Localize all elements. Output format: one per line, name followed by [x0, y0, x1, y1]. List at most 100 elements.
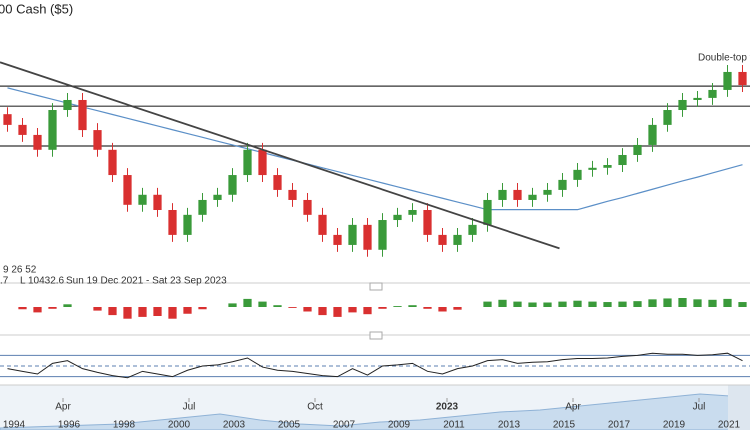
macd-bar	[168, 307, 177, 319]
macd-bar	[198, 307, 207, 310]
candle-body	[123, 175, 132, 205]
candle-body	[243, 149, 252, 176]
x-tick-label: Oct	[307, 402, 323, 413]
macd-bar	[738, 302, 747, 307]
candle-body	[513, 189, 522, 200]
macd-bar	[513, 301, 522, 307]
candle-body	[378, 220, 387, 250]
macd-bar	[528, 302, 537, 307]
candle-body	[468, 224, 477, 235]
candle-body	[228, 175, 237, 195]
candle-body	[423, 209, 432, 235]
x-tick-label: Jul	[183, 402, 196, 413]
x-tick-label: Apr	[55, 402, 71, 413]
macd-bar	[483, 301, 492, 307]
candle-body	[348, 224, 357, 245]
macd-bar	[678, 298, 687, 307]
info: Sun 19 Dec 2021 - Sat 23 Sep 2023	[66, 276, 227, 287]
panel-handle[interactable]	[369, 282, 383, 291]
macd-bar	[363, 307, 372, 315]
candle-body	[708, 89, 717, 98]
macd-bar	[393, 306, 402, 307]
info: L 10432.6	[20, 276, 65, 287]
candle-body	[588, 167, 597, 170]
navigator-label: 2003	[223, 420, 246, 430]
macd-bar	[408, 305, 417, 307]
candle-body	[543, 189, 552, 195]
macd-bar	[708, 299, 717, 307]
macd-bar	[453, 307, 462, 310]
panel-handle[interactable]	[369, 331, 383, 340]
macd-bar	[108, 307, 117, 316]
navigator-label: 2013	[498, 420, 521, 430]
candle-body	[408, 209, 417, 215]
candle-body	[213, 194, 222, 200]
candle-body	[318, 214, 327, 235]
macd-bar	[123, 307, 132, 319]
macd-bar	[603, 302, 612, 307]
candle-body	[363, 224, 372, 250]
candle-body	[48, 110, 57, 150]
info: .7	[0, 276, 9, 287]
candle-body	[333, 234, 342, 245]
candle-body	[438, 234, 447, 245]
macd-bar	[723, 298, 732, 307]
navigator-label: 2021	[718, 420, 741, 430]
macd-bar	[618, 301, 627, 307]
x-tick-label: 2023	[436, 402, 459, 413]
macd-bar	[228, 303, 237, 307]
macd-bar	[153, 307, 162, 316]
moving-average	[7, 87, 743, 211]
candle-body	[393, 214, 402, 221]
macd-bar	[573, 300, 582, 307]
navigator-window	[728, 385, 750, 430]
macd-bar	[243, 298, 252, 307]
candle-body	[693, 97, 702, 100]
macd-bar	[93, 307, 102, 311]
navigator-label: 2011	[443, 420, 465, 430]
macd-bar	[18, 307, 27, 310]
x-tick-label: Jul	[693, 402, 706, 413]
candle-body	[138, 194, 147, 205]
navigator-label: 2015	[553, 420, 576, 430]
navigator-label: 2019	[663, 420, 686, 430]
macd-bar	[558, 301, 567, 307]
candle-body	[558, 179, 567, 190]
navigator-label: 2007	[333, 420, 356, 430]
macd-bar	[273, 305, 282, 307]
navigator-label: 2009	[388, 420, 411, 430]
macd-bar	[348, 307, 357, 313]
candle-body	[633, 144, 642, 155]
candle-body	[498, 189, 507, 200]
candle-body	[183, 214, 192, 235]
candle-body	[168, 209, 177, 235]
candle-body	[63, 99, 72, 111]
candle-body	[678, 99, 687, 111]
candle-body	[33, 134, 42, 150]
macd-bar	[33, 307, 42, 313]
candle-body	[3, 114, 12, 125]
macd-bar	[318, 307, 327, 316]
macd-bar	[633, 301, 642, 307]
macd-bar	[588, 301, 597, 307]
macd-bar	[138, 307, 147, 317]
candle-body	[483, 199, 492, 225]
macd-bar	[333, 307, 342, 317]
candle-body	[738, 71, 747, 86]
candle-body	[153, 194, 162, 210]
macd-bar	[438, 307, 447, 312]
candle-body	[453, 234, 462, 245]
candle-body	[618, 154, 627, 166]
candle-body	[573, 169, 582, 180]
candle-body	[258, 149, 267, 176]
macd-bar	[648, 299, 657, 307]
navigator-label: 2005	[278, 420, 301, 430]
candle-body	[18, 124, 27, 135]
macd-bar	[423, 307, 432, 309]
macd-bar	[378, 307, 387, 309]
trendline	[0, 61, 560, 250]
candle-body	[303, 199, 312, 215]
macd-bar	[258, 301, 267, 307]
annotation: Double-top format	[698, 53, 750, 64]
